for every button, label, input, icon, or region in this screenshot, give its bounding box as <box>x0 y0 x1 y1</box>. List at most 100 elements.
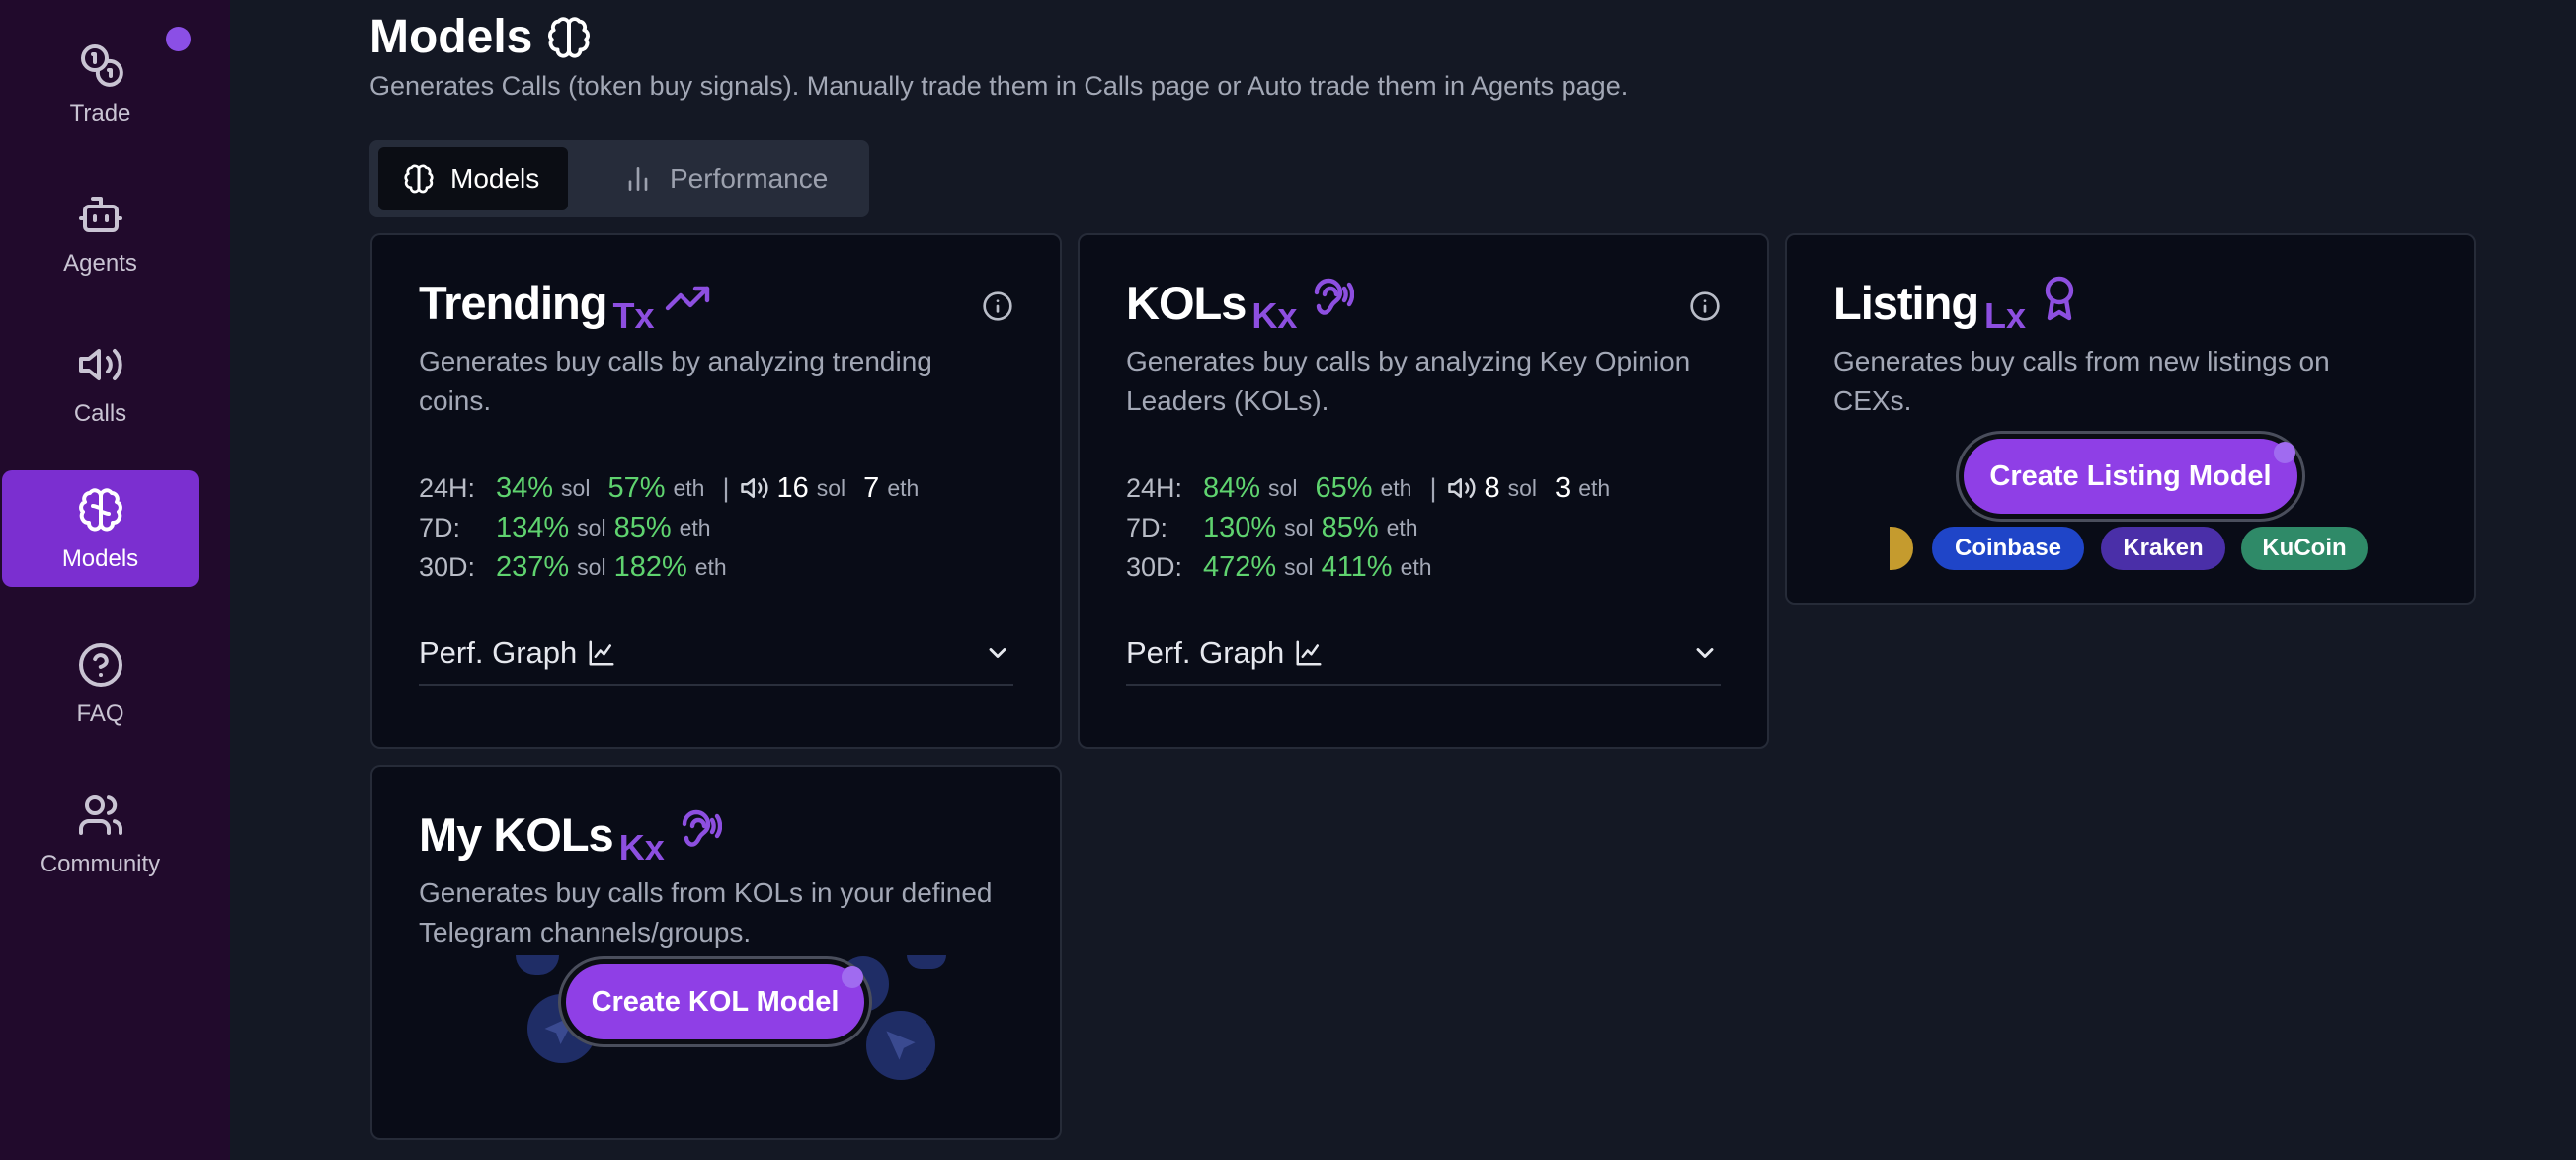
stat-sol-value: 134% <box>496 511 570 543</box>
line-chart-icon <box>1296 640 1322 666</box>
model-card-trending: Trending Tx Generates buy calls by analy… <box>370 233 1062 749</box>
unit-eth: eth <box>887 474 920 501</box>
button-label: Create KOL Model <box>591 985 840 1018</box>
info-icon[interactable] <box>982 290 1013 322</box>
stat-row-24h: 24H: 34% sol 57% eth | 16 sol 7 eth <box>419 468 936 508</box>
coins-icon <box>80 44 123 87</box>
unit-eth: eth <box>1400 553 1432 580</box>
megaphone-icon <box>740 478 767 498</box>
sidebar-item-label: Community <box>40 851 161 877</box>
sidebar-item-label: Agents <box>63 250 137 277</box>
robot-icon <box>78 197 122 232</box>
unit-sol: sol <box>1284 553 1314 580</box>
sidebar-item-community[interactable]: Community <box>2 776 199 892</box>
performance-stats: 24H: 84% sol 65% eth | 8 sol 3 eth 7D: 130% s… <box>1126 468 1628 587</box>
sidebar-item-label: Models <box>61 545 139 572</box>
stat-period: 24H: <box>419 472 476 503</box>
sidebar-item-trade[interactable]: Trade <box>2 25 199 141</box>
page-title: Models <box>369 10 592 64</box>
stat-row-30d: 30D: 237% sol 182% eth <box>419 547 936 587</box>
create-listing-model-button[interactable]: Create Listing Model <box>1964 439 2297 514</box>
desc-line: Generates buy calls by analyzing Key Opi… <box>1126 346 1691 376</box>
stat-eth-value: 85% <box>613 511 672 543</box>
calls-sol-count: 16 <box>776 471 809 504</box>
sidebar-item-agents[interactable]: Agents <box>2 175 199 291</box>
chip-label: KuCoin <box>2262 535 2347 561</box>
stat-period: 30D: <box>419 551 476 582</box>
desc-line: coins. <box>419 385 492 416</box>
model-description: Generates buy calls by analyzing Key Opi… <box>1126 342 1690 421</box>
trending-up-icon <box>666 286 710 311</box>
megaphone-icon <box>78 349 122 380</box>
desc-line: Generates buy calls from KOLs in your de… <box>419 877 993 908</box>
card-title: KOLs Kx <box>1126 278 1355 334</box>
perf-graph-toggle[interactable]: Perf. Graph <box>419 622 1013 686</box>
perf-graph-toggle[interactable]: Perf. Graph <box>1126 622 1721 686</box>
stat-eth-value: 411% <box>1321 550 1393 583</box>
model-code: Kx <box>1251 295 1298 336</box>
unit-eth: eth <box>1380 474 1412 501</box>
telegram-plane-icon <box>544 1014 577 1045</box>
performance-stats: 24H: 34% sol 57% eth | 16 sol 7 eth 7D: 134%… <box>419 468 936 587</box>
create-kol-model-button[interactable]: Create KOL Model <box>566 964 864 1039</box>
chevron-down-icon <box>989 648 1006 658</box>
model-name: Trending <box>419 277 607 329</box>
stat-period: 7D: <box>1126 512 1168 542</box>
button-label: Create Listing Model <box>1989 459 2272 492</box>
unit-eth: eth <box>679 514 711 540</box>
unit-eth: eth <box>1578 474 1611 501</box>
sidebar-item-calls[interactable]: Calls <box>2 325 199 442</box>
chip-label: Kraken <box>2123 535 2204 561</box>
help-circle-icon <box>78 643 122 687</box>
stat-row-7d: 7D: 134% sol 85% eth <box>419 508 936 547</box>
page-subtitle: Generates Calls (token buy signals). Man… <box>369 71 1629 101</box>
separator: | <box>722 472 730 503</box>
stat-eth-value: 85% <box>1321 511 1379 543</box>
stat-period: 7D: <box>419 512 461 542</box>
tab-label: Models <box>450 163 540 194</box>
telegram-icon <box>866 1011 935 1080</box>
stat-period: 30D: <box>1126 551 1183 582</box>
card-title: Trending Tx <box>419 277 711 334</box>
model-card-my-kols: My KOLs Kx Generates buy calls from KOLs… <box>370 765 1062 1140</box>
unit-sol: sol <box>1284 514 1314 540</box>
bar-chart-icon <box>628 167 648 191</box>
telegram-plane-icon <box>886 1031 916 1060</box>
unit-sol: sol <box>577 553 606 580</box>
stat-eth-value: 57% <box>607 471 666 504</box>
info-icon[interactable] <box>1689 290 1721 322</box>
model-description: Generates buy calls by analyzing trendin… <box>419 342 932 421</box>
page-title-text: Models <box>369 11 533 63</box>
unit-sol: sol <box>577 514 606 540</box>
tab-models[interactable]: Models <box>378 147 568 210</box>
desc-line: Generates buy calls by analyzing trendin… <box>419 346 932 376</box>
sidebar-item-label: Calls <box>73 400 127 427</box>
model-code: Kx <box>618 827 665 868</box>
unit-eth: eth <box>694 553 727 580</box>
telegram-icon <box>516 955 559 975</box>
megaphone-icon <box>1447 478 1475 498</box>
brain-icon <box>78 488 122 532</box>
sidebar-item-models[interactable]: Models <box>2 470 199 587</box>
card-title: Listing Lx <box>1833 276 2083 334</box>
notification-dot <box>166 27 191 51</box>
unit-eth: eth <box>673 474 705 501</box>
stat-eth-value: 182% <box>613 550 687 583</box>
notification-dot <box>2274 442 2295 463</box>
card-title: My KOLs Kx <box>419 809 722 866</box>
desc-line: Telegram channels/groups. <box>419 917 752 948</box>
exchange-chip-kucoin: KuCoin <box>2241 527 2368 570</box>
model-card-kols: KOLs Kx Generates buy calls by analyzing… <box>1078 233 1769 749</box>
sidebar-item-faq[interactable]: FAQ <box>2 625 199 742</box>
perf-graph-label: Perf. Graph <box>1126 635 1285 670</box>
unit-sol: sol <box>816 474 846 501</box>
calls-eth-count: 7 <box>863 471 880 504</box>
stat-eth-value: 65% <box>1315 471 1373 504</box>
tab-bar: Models Performance <box>369 140 869 217</box>
unit-sol: sol <box>561 474 591 501</box>
sidebar-item-label: Trade <box>69 100 131 126</box>
tab-performance[interactable]: Performance <box>622 147 828 210</box>
desc-line: Leaders (KOLs). <box>1126 385 1329 416</box>
stat-row-30d: 30D: 472% sol 411% eth <box>1126 547 1628 587</box>
stat-row-24h: 24H: 84% sol 65% eth | 8 sol 3 eth <box>1126 468 1628 508</box>
